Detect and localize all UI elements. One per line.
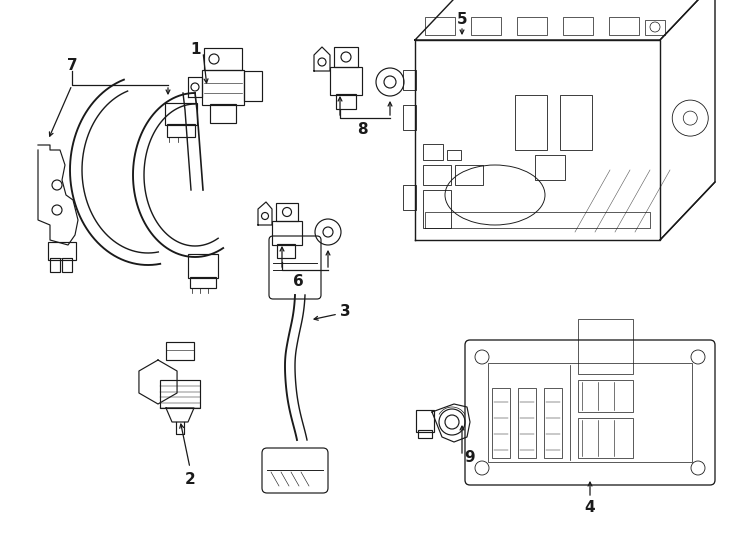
Text: 7: 7 (67, 57, 77, 72)
Text: 8: 8 (357, 123, 367, 138)
Text: 1: 1 (191, 43, 201, 57)
Text: 2: 2 (185, 472, 195, 488)
Text: 5: 5 (457, 12, 468, 28)
Text: 4: 4 (585, 501, 595, 516)
Text: 6: 6 (293, 274, 303, 289)
Text: 3: 3 (340, 305, 350, 320)
Text: 9: 9 (465, 450, 476, 465)
